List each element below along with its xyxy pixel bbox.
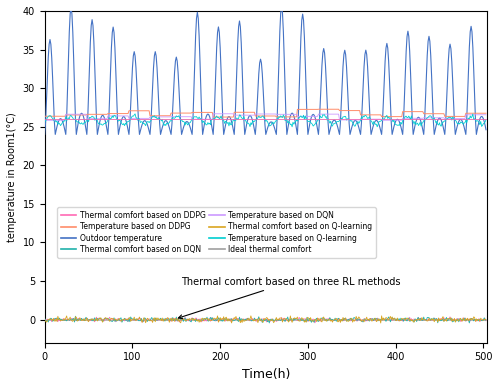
X-axis label: Time(h): Time(h) [242,368,290,381]
Y-axis label: temperature in Room1(°C): temperature in Room1(°C) [7,112,17,242]
Legend: Thermal comfort based on DDPG, Temperature based on DDPG, Outdoor temperature, T: Thermal comfort based on DDPG, Temperatu… [58,207,376,258]
Text: Thermal comfort based on three RL methods: Thermal comfort based on three RL method… [178,277,400,319]
